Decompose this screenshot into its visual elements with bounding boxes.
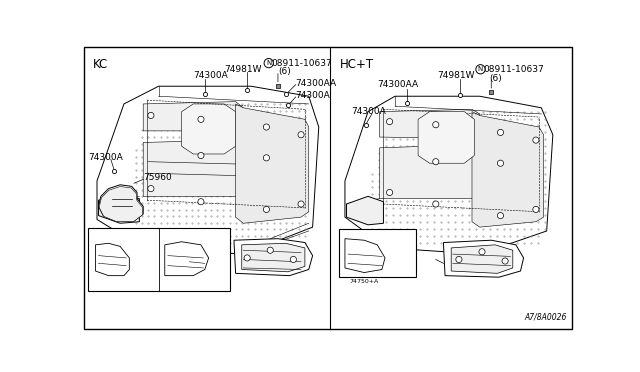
Text: (6): (6) <box>490 74 502 83</box>
Text: 74750+A: 74750+A <box>349 279 379 285</box>
Text: 74750: 74750 <box>444 257 472 266</box>
Text: N: N <box>478 66 483 72</box>
Text: 74300AA: 74300AA <box>296 78 337 88</box>
Circle shape <box>298 201 304 207</box>
Text: 75960: 75960 <box>143 173 172 182</box>
Circle shape <box>148 186 154 192</box>
Polygon shape <box>95 243 129 276</box>
Text: CAL.HD: CAL.HD <box>342 232 368 238</box>
Circle shape <box>198 153 204 158</box>
Circle shape <box>291 256 296 263</box>
Text: 74981W: 74981W <box>224 65 262 74</box>
Circle shape <box>476 65 485 74</box>
Circle shape <box>298 132 304 138</box>
Text: 74981W: 74981W <box>437 71 475 80</box>
Polygon shape <box>418 112 474 163</box>
Polygon shape <box>234 239 312 276</box>
Circle shape <box>148 112 154 119</box>
Circle shape <box>502 258 508 264</box>
Polygon shape <box>451 245 513 273</box>
Polygon shape <box>143 140 243 196</box>
Text: 74750+A: 74750+A <box>168 280 198 285</box>
Circle shape <box>264 58 273 68</box>
Polygon shape <box>97 86 319 254</box>
Text: 08911-10637: 08911-10637 <box>272 59 333 68</box>
Circle shape <box>497 129 504 135</box>
Circle shape <box>433 158 439 165</box>
Text: KC: KC <box>92 58 108 71</box>
Circle shape <box>456 256 462 263</box>
Circle shape <box>244 255 250 261</box>
Polygon shape <box>182 104 236 154</box>
Circle shape <box>387 119 393 125</box>
Text: 74300A: 74300A <box>296 91 330 100</box>
Polygon shape <box>345 239 385 273</box>
Polygon shape <box>472 112 543 227</box>
Circle shape <box>433 201 439 207</box>
Polygon shape <box>99 186 143 222</box>
Text: 74300A: 74300A <box>193 71 228 80</box>
Text: 74300A: 74300A <box>88 153 122 162</box>
Text: CAL.KC.2WD.: CAL.KC.2WD. <box>91 231 136 237</box>
Circle shape <box>263 124 269 130</box>
Circle shape <box>387 189 393 196</box>
Text: A7/8A0026: A7/8A0026 <box>524 313 566 322</box>
Circle shape <box>263 155 269 161</box>
Polygon shape <box>444 240 524 277</box>
Circle shape <box>497 160 504 166</box>
Circle shape <box>533 206 539 212</box>
Circle shape <box>497 212 504 219</box>
Text: CAL.KC.4WD: CAL.KC.4WD <box>162 231 205 237</box>
Text: VG30E: VG30E <box>162 239 185 245</box>
Bar <box>339 230 416 277</box>
Text: 74750: 74750 <box>266 256 295 265</box>
Polygon shape <box>242 243 305 272</box>
Circle shape <box>267 247 273 253</box>
Polygon shape <box>346 196 383 225</box>
Polygon shape <box>380 109 480 139</box>
Polygon shape <box>236 104 308 223</box>
Polygon shape <box>164 242 209 276</box>
Text: HC+T: HC+T <box>340 58 374 71</box>
Bar <box>88 228 230 291</box>
Text: 74300A: 74300A <box>351 107 386 116</box>
Polygon shape <box>99 185 143 221</box>
Text: VG30E: VG30E <box>91 239 115 245</box>
Text: (6): (6) <box>279 67 291 76</box>
Circle shape <box>433 122 439 128</box>
Text: 74750+A: 74750+A <box>96 280 125 285</box>
Text: 74300AA: 74300AA <box>378 80 419 89</box>
Polygon shape <box>345 96 553 254</box>
Polygon shape <box>99 194 140 223</box>
Text: N: N <box>266 60 271 66</box>
Circle shape <box>263 206 269 212</box>
Polygon shape <box>380 145 480 199</box>
Circle shape <box>533 137 539 143</box>
Circle shape <box>479 249 485 255</box>
Circle shape <box>198 199 204 205</box>
Text: 08911-10637: 08911-10637 <box>484 65 544 74</box>
Polygon shape <box>143 102 243 131</box>
Circle shape <box>198 116 204 122</box>
